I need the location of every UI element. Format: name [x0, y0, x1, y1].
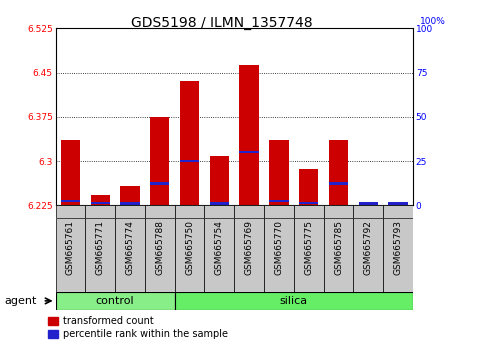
Bar — [358, 202, 378, 205]
Bar — [56, 292, 175, 310]
Bar — [383, 205, 413, 218]
Bar — [294, 218, 324, 292]
Bar — [210, 156, 229, 205]
Bar — [329, 182, 348, 185]
Bar — [61, 141, 80, 205]
Text: control: control — [96, 296, 134, 306]
Bar — [299, 202, 318, 204]
Bar — [383, 218, 413, 292]
Bar — [120, 186, 140, 205]
Bar — [240, 65, 259, 205]
Bar — [388, 202, 408, 205]
Bar — [204, 205, 234, 218]
Bar — [240, 151, 259, 153]
Bar — [299, 169, 318, 205]
Text: GSM665792: GSM665792 — [364, 220, 373, 275]
Bar — [264, 205, 294, 218]
Bar — [324, 218, 354, 292]
Text: GSM665785: GSM665785 — [334, 220, 343, 275]
Bar — [354, 218, 383, 292]
Text: 100%: 100% — [420, 17, 446, 25]
Bar — [269, 141, 289, 205]
Bar — [234, 205, 264, 218]
Bar — [56, 205, 85, 218]
Text: GSM665750: GSM665750 — [185, 220, 194, 275]
Text: GSM665793: GSM665793 — [394, 220, 402, 275]
Bar — [175, 218, 204, 292]
Bar — [150, 117, 170, 205]
Text: GSM665770: GSM665770 — [274, 220, 284, 275]
Bar — [354, 205, 383, 218]
Bar — [234, 218, 264, 292]
Bar — [150, 182, 170, 185]
Legend: transformed count, percentile rank within the sample: transformed count, percentile rank withi… — [48, 316, 228, 339]
Text: GSM665774: GSM665774 — [126, 220, 134, 275]
Bar — [90, 202, 110, 204]
Bar — [120, 202, 140, 205]
Bar — [329, 141, 348, 205]
Text: GSM665775: GSM665775 — [304, 220, 313, 275]
Bar — [145, 205, 175, 218]
Bar — [90, 195, 110, 205]
Bar — [180, 160, 199, 162]
Bar — [180, 81, 199, 205]
Bar — [175, 205, 204, 218]
Bar — [264, 218, 294, 292]
Bar — [204, 218, 234, 292]
Bar — [388, 204, 408, 205]
Bar — [358, 204, 378, 205]
Text: GSM665754: GSM665754 — [215, 220, 224, 275]
Bar — [324, 205, 354, 218]
Bar — [269, 200, 289, 202]
Bar — [294, 205, 324, 218]
Bar — [115, 218, 145, 292]
Text: silica: silica — [280, 296, 308, 306]
Bar — [85, 218, 115, 292]
Bar — [56, 218, 85, 292]
Text: GSM665771: GSM665771 — [96, 220, 105, 275]
Bar — [175, 292, 413, 310]
Bar — [85, 205, 115, 218]
Bar — [210, 202, 229, 205]
Text: GSM665788: GSM665788 — [156, 220, 164, 275]
Text: GSM665769: GSM665769 — [245, 220, 254, 275]
Bar — [61, 200, 80, 202]
Text: GDS5198 / ILMN_1357748: GDS5198 / ILMN_1357748 — [131, 16, 313, 30]
Bar — [145, 218, 175, 292]
Text: GSM665761: GSM665761 — [66, 220, 75, 275]
Text: agent: agent — [5, 296, 37, 306]
Bar — [115, 205, 145, 218]
